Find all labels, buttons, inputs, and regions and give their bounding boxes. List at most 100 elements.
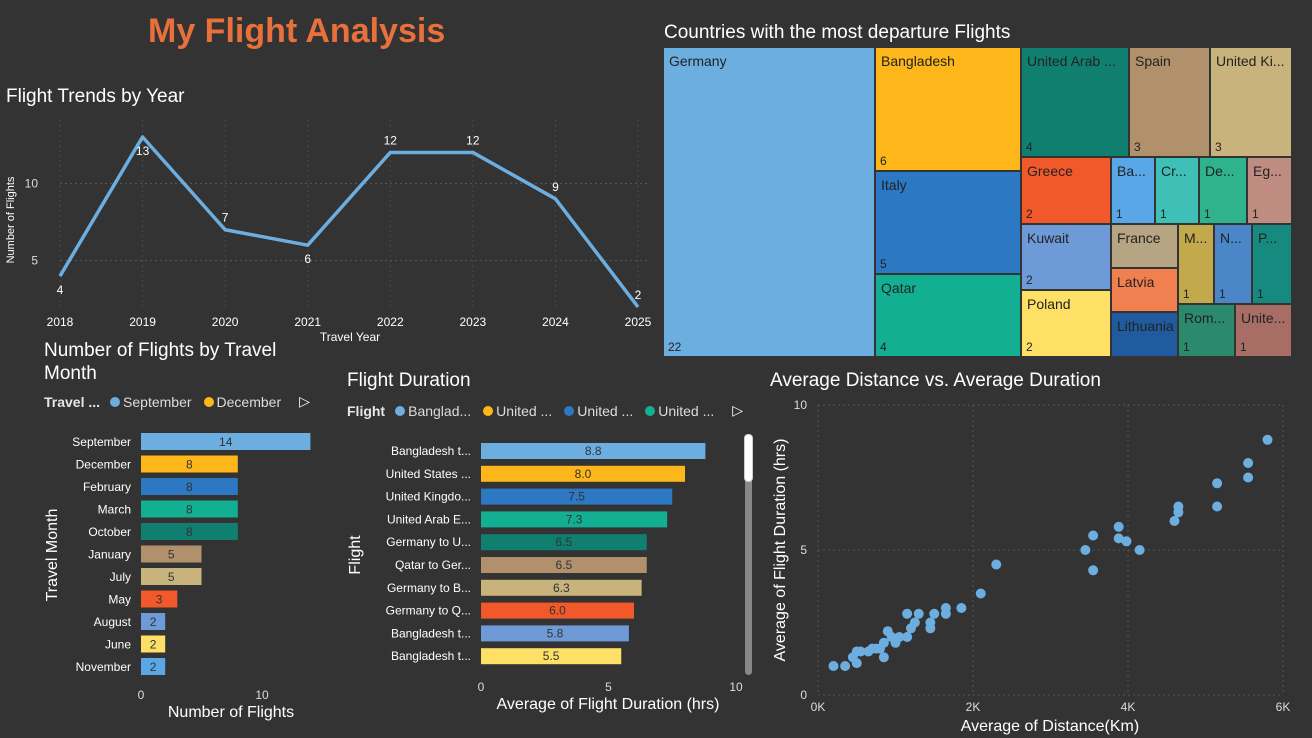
month-bar[interactable] — [141, 613, 166, 630]
legend-item[interactable]: United ... — [645, 403, 714, 419]
scatter-point[interactable] — [1121, 536, 1132, 547]
scatter-point[interactable] — [863, 646, 874, 657]
duration-bar[interactable] — [481, 465, 685, 482]
scatter-point[interactable] — [1212, 501, 1223, 512]
treemap-cell[interactable]: Italy 5 — [875, 171, 1021, 274]
duration-bar[interactable] — [481, 625, 629, 642]
treemap-cell[interactable]: Cr... 1 — [1155, 157, 1199, 224]
scatter-point[interactable] — [1169, 516, 1180, 526]
scatter-point[interactable] — [913, 608, 924, 619]
month-bar-category-label: January — [88, 548, 131, 562]
line-chart-title: Flight Trends by Year — [6, 86, 185, 107]
duration-scrollbar-thumb[interactable] — [744, 434, 753, 482]
treemap-cell[interactable]: Germany 22 — [663, 47, 875, 357]
treemap-cell[interactable]: Bangladesh 6 — [875, 47, 1021, 171]
treemap-cell-value: 4 — [880, 340, 887, 354]
month-chart-x-tick: 10 — [255, 688, 269, 702]
scatter-point[interactable] — [991, 559, 1002, 570]
duration-bar[interactable] — [481, 602, 634, 619]
month-bar[interactable] — [141, 433, 311, 450]
legend-item[interactable]: December — [203, 394, 281, 410]
treemap-cell[interactable]: Unite... 1 — [1235, 304, 1292, 357]
duration-scrollbar-track[interactable] — [745, 434, 752, 675]
treemap-cell[interactable]: Kuwait 2 — [1021, 224, 1111, 290]
treemap-cell[interactable]: Eg... 1 — [1247, 157, 1292, 224]
treemap-cell[interactable]: Latvia — [1111, 268, 1178, 312]
treemap[interactable]: Germany 22 Bangladesh 6 Italy 5 Qatar 4 United A… — [663, 47, 1292, 357]
scatter-point[interactable] — [878, 652, 889, 663]
treemap-cell-value: 2 — [1026, 273, 1033, 287]
treemap-cell[interactable]: Greece 2 — [1021, 157, 1111, 224]
treemap-cell-label: Qatar — [881, 280, 917, 296]
treemap-cell[interactable]: Qatar 4 — [875, 274, 1021, 357]
month-bar-chart[interactable]: September 14 December 8 February 8 March 8 Octob… — [0, 420, 330, 730]
scatter-point[interactable] — [1080, 545, 1091, 555]
scatter-point[interactable] — [925, 623, 936, 634]
month-bar[interactable] — [141, 455, 238, 473]
line-chart[interactable]: 5 10 2018 2019 2020 2021 2022 2023 2024 2025 4 13 7 6… — [0, 110, 660, 350]
duration-bar-chart[interactable]: Bangladesh t... 8.8 United States ... 8.0 Un… — [340, 430, 750, 730]
treemap-cell[interactable]: Spain 3 — [1129, 47, 1210, 157]
treemap-cell[interactable]: P... 1 — [1252, 224, 1292, 304]
legend-next-arrow-icon[interactable]: ▷ — [299, 393, 310, 409]
legend-item[interactable]: Banglad... — [395, 403, 471, 419]
legend-item[interactable]: September — [110, 394, 192, 410]
month-bar[interactable] — [141, 545, 202, 563]
scatter-point[interactable] — [1243, 472, 1254, 483]
scatter-point[interactable] — [1262, 434, 1273, 445]
scatter-point[interactable] — [975, 588, 986, 599]
scatter-point[interactable] — [882, 626, 893, 637]
month-bar[interactable] — [141, 478, 238, 495]
treemap-cell[interactable]: Ba... 1 — [1111, 157, 1155, 224]
scatter-point[interactable] — [1243, 458, 1254, 468]
treemap-cell-value: 1 — [1183, 287, 1190, 301]
month-bar-category-label: September — [72, 435, 131, 449]
treemap-cell[interactable]: United Arab ... 4 — [1021, 47, 1129, 157]
scatter-point[interactable] — [902, 632, 913, 642]
month-bar[interactable] — [141, 500, 238, 518]
treemap-cell[interactable]: France — [1111, 224, 1178, 268]
scatter-point[interactable] — [1173, 507, 1184, 518]
treemap-cell[interactable]: Poland 2 — [1021, 290, 1111, 357]
legend-item[interactable]: United ... — [483, 403, 552, 419]
month-bar[interactable] — [141, 635, 166, 653]
scatter-point[interactable] — [1134, 545, 1145, 555]
treemap-cell[interactable]: De... 1 — [1199, 157, 1247, 224]
duration-bar[interactable] — [481, 488, 673, 505]
legend-next-arrow-icon[interactable]: ▷ — [732, 402, 744, 418]
duration-bar[interactable] — [481, 579, 642, 596]
treemap-cell[interactable]: Lithuania — [1111, 312, 1178, 357]
scatter-point[interactable] — [906, 623, 916, 634]
scatter-point[interactable] — [828, 661, 839, 671]
month-bar-category-label: August — [94, 615, 132, 629]
scatter-point[interactable] — [1088, 565, 1099, 576]
duration-bar[interactable] — [481, 557, 647, 573]
treemap-cell-label: Spain — [1135, 53, 1171, 69]
scatter-point[interactable] — [1088, 530, 1099, 541]
treemap-cell[interactable]: N... 1 — [1214, 224, 1252, 304]
duration-bar[interactable] — [481, 443, 706, 459]
scatter-point[interactable] — [929, 608, 940, 619]
scatter-point[interactable] — [840, 661, 851, 671]
month-bar-value-label: 8 — [186, 503, 193, 517]
month-bar[interactable] — [141, 523, 238, 540]
duration-bar[interactable] — [481, 534, 647, 551]
treemap-cell[interactable]: Rom... 1 — [1178, 304, 1235, 357]
scatter-point[interactable] — [1113, 533, 1124, 544]
scatter-point[interactable] — [956, 603, 967, 613]
scatter-point[interactable] — [1212, 478, 1223, 489]
month-bar[interactable] — [141, 590, 178, 608]
month-bar[interactable] — [141, 658, 166, 675]
scatter-chart[interactable]: 0K 2K 4K 6K 0 5 10 Average of Distance(Km) Avera… — [760, 395, 1312, 738]
duration-bar[interactable] — [481, 648, 622, 665]
month-bar-value-label: 2 — [150, 615, 157, 629]
scatter-point[interactable] — [902, 608, 913, 619]
duration-bar[interactable] — [481, 511, 668, 528]
scatter-point[interactable] — [851, 658, 862, 669]
month-bar[interactable] — [141, 568, 202, 585]
scatter-point[interactable] — [1113, 521, 1124, 532]
scatter-point[interactable] — [940, 608, 951, 619]
treemap-cell[interactable]: United Ki... 3 — [1210, 47, 1292, 157]
treemap-cell[interactable]: M... 1 — [1178, 224, 1214, 304]
legend-item[interactable]: United ... — [564, 403, 633, 419]
